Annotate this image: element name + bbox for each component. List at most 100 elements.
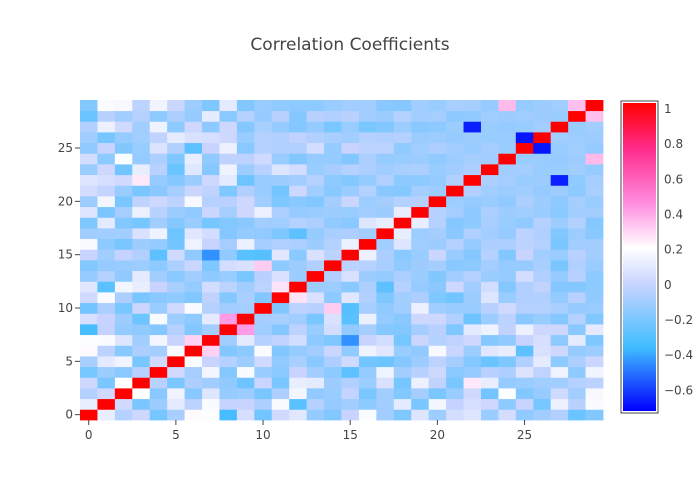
heatmap-cell (271, 260, 290, 272)
heatmap-cell (271, 334, 290, 346)
heatmap-cell (376, 110, 395, 122)
heatmap-cell (393, 217, 412, 229)
heatmap-cell (149, 324, 168, 336)
heatmap-cell (393, 110, 412, 122)
heatmap-cell (446, 292, 464, 304)
heatmap-cell (480, 132, 499, 144)
heatmap-cell (341, 313, 360, 325)
heatmap-cell (80, 292, 98, 304)
heatmap-cell (219, 196, 238, 208)
heatmap-cell (80, 345, 98, 357)
heatmap-cell (341, 345, 360, 357)
heatmap-cell (480, 398, 499, 410)
heatmap-cell (341, 153, 360, 165)
heatmap-cell (324, 153, 342, 165)
heatmap-cell (393, 100, 412, 112)
heatmap-cell (289, 174, 308, 186)
heatmap-cell (515, 388, 534, 400)
heatmap-cell (184, 174, 203, 186)
heatmap-cell (341, 260, 360, 272)
y-tick-label: 5 (65, 354, 73, 368)
heatmap-cell (114, 164, 133, 176)
heatmap-cell (428, 388, 447, 400)
heatmap-cell (358, 334, 377, 346)
heatmap-cell (446, 217, 464, 229)
heatmap-cell (202, 270, 220, 282)
heatmap-cell (411, 366, 430, 378)
heatmap-cell (393, 270, 412, 282)
heatmap-cell (149, 313, 168, 325)
heatmap-cell (341, 249, 360, 261)
heatmap-cell (132, 121, 151, 133)
heatmap-cell (411, 260, 430, 272)
heatmap-cell (167, 281, 185, 293)
heatmap-cell (341, 142, 360, 154)
heatmap-cell (236, 100, 255, 112)
heatmap-cell (149, 260, 168, 272)
heatmap-cell (114, 292, 133, 304)
heatmap-cell (533, 377, 552, 389)
heatmap-cell (480, 196, 499, 208)
y-tick-label: 0 (65, 408, 73, 422)
heatmap-cell (114, 110, 133, 122)
heatmap-cell (428, 238, 447, 250)
heatmap-cell (114, 260, 133, 272)
heatmap-cell (411, 217, 430, 229)
heatmap-cell (498, 388, 517, 400)
heatmap-cell (167, 302, 185, 314)
heatmap-cell (202, 281, 220, 293)
heatmap-cell (254, 313, 273, 325)
heatmap-cell (254, 281, 273, 293)
heatmap-cell (376, 132, 395, 144)
heatmap-cell (550, 153, 569, 165)
heatmap-cell (515, 313, 534, 325)
heatmap-cell (585, 121, 604, 133)
heatmap-cell (463, 313, 482, 325)
heatmap-cell (376, 313, 395, 325)
heatmap-cell (498, 228, 517, 240)
heatmap-cell (428, 132, 447, 144)
heatmap-cell (498, 185, 517, 197)
heatmap-cell (271, 100, 290, 112)
heatmap-cell (463, 366, 482, 378)
heatmap-cell (411, 206, 430, 218)
heatmap-cell (376, 121, 395, 133)
heatmap-cell (411, 377, 430, 389)
heatmap-cell (114, 238, 133, 250)
heatmap-cell (568, 345, 586, 357)
heatmap-cell (149, 142, 168, 154)
heatmap-cell (149, 185, 168, 197)
heatmap-cell (393, 356, 412, 368)
heatmap-cell (289, 356, 308, 368)
heatmap-cell (306, 174, 325, 186)
heatmap-cell (341, 185, 360, 197)
heatmap-cell (132, 196, 151, 208)
heatmap-cell (80, 249, 98, 261)
heatmap-cell (428, 185, 447, 197)
heatmap-cell (498, 324, 517, 336)
heatmap-cell (254, 217, 273, 229)
heatmap-cell (550, 313, 569, 325)
heatmap-cell (184, 206, 203, 218)
heatmap-cell (306, 366, 325, 378)
heatmap-cell (167, 249, 185, 261)
heatmap-cell (550, 409, 569, 421)
heatmap-cell (149, 153, 168, 165)
heatmap-cell (446, 345, 464, 357)
heatmap-cell (446, 260, 464, 272)
heatmap-cell (358, 345, 377, 357)
heatmap-cell (585, 249, 604, 261)
heatmap-cell (533, 132, 552, 144)
heatmap-cell (463, 345, 482, 357)
heatmap-cell (132, 153, 151, 165)
heatmap-cell (341, 121, 360, 133)
heatmap-cell (167, 356, 185, 368)
heatmap-cell (376, 292, 395, 304)
heatmap-cell (149, 270, 168, 282)
heatmap-cell (271, 366, 290, 378)
heatmap-cell (341, 302, 360, 314)
heatmap-cell (480, 121, 499, 133)
heatmap-cell (254, 100, 273, 112)
heatmap-cell (289, 388, 308, 400)
heatmap-cell (393, 281, 412, 293)
